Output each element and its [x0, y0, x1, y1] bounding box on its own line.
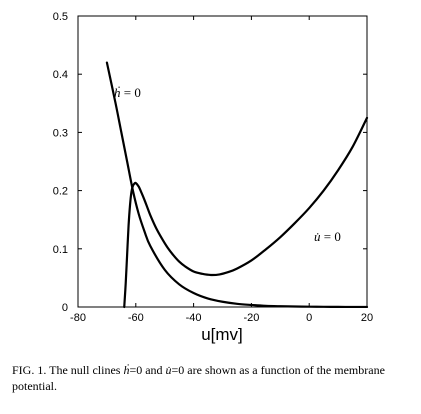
x-tick-label: -60 [128, 312, 144, 324]
x-tick-label: -40 [186, 312, 202, 324]
h-nullcline-label-symbol: ḣ [114, 85, 121, 100]
x-tick-label: 0 [306, 312, 312, 324]
plot-frame [77, 15, 368, 308]
series-layer [105, 61, 369, 309]
h-nullcline-label-eq: = 0 [121, 85, 141, 100]
axis-ticks: -80 -60 -40 -20 0 20 0 0.1 0.2 0.3 0.4 0.5 [53, 11, 373, 324]
figure-caption: FIG. 1. The null clines ḣ=0 and u̇=0 are… [12, 362, 412, 394]
caption-suffix: =0 are shown as a function of the membra… [12, 363, 385, 393]
y-tick-label: 0.1 [53, 244, 68, 256]
u-nullcline-label: u̇ = 0 [314, 229, 341, 244]
x-axis-label: u[mv] [201, 325, 243, 344]
x-tick-label: -20 [243, 312, 259, 324]
caption-h-symbol: ḣ [123, 363, 130, 377]
caption-eq1: =0 and [129, 363, 166, 377]
x-tick-label: 20 [361, 312, 373, 324]
x-tick-label: -80 [70, 312, 86, 324]
caption-u-symbol: u̇ [165, 363, 172, 377]
y-tick-label: 0.5 [53, 11, 68, 23]
y-tick-label: 0 [62, 302, 68, 314]
u-nullcline-label-eq: = 0 [321, 229, 341, 244]
h-nullcline-label: ḣ = 0 [114, 85, 141, 100]
y-tick-label: 0.3 [53, 127, 68, 139]
y-tick-label: 0.4 [53, 69, 68, 81]
u-nullcline-line [123, 116, 369, 309]
caption-prefix: FIG. 1. The null clines [12, 363, 124, 377]
y-tick-label: 0.2 [53, 186, 68, 198]
h-nullcline-line [105, 61, 369, 309]
u-nullcline-label-symbol: u̇ [314, 229, 321, 244]
